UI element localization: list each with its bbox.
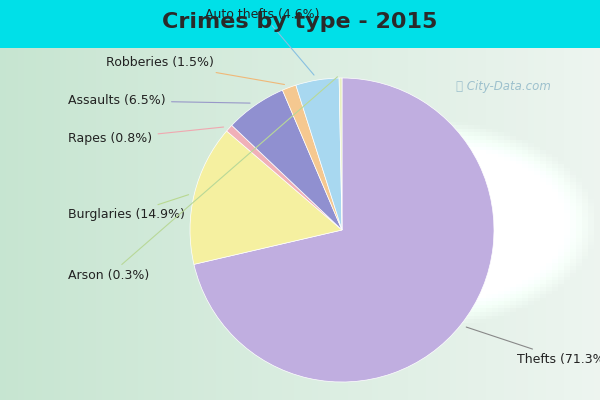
Text: Assaults (6.5%): Assaults (6.5%) [68, 94, 250, 107]
Wedge shape [190, 131, 342, 264]
Text: Crimes by type - 2015: Crimes by type - 2015 [163, 12, 437, 32]
Text: Robberies (1.5%): Robberies (1.5%) [106, 56, 284, 84]
Wedge shape [232, 90, 342, 230]
Wedge shape [227, 125, 342, 230]
Wedge shape [194, 78, 494, 382]
Wedge shape [283, 85, 342, 230]
Text: Rapes (0.8%): Rapes (0.8%) [68, 127, 224, 145]
Text: Auto thefts (4.6%): Auto thefts (4.6%) [205, 8, 320, 75]
Wedge shape [339, 78, 342, 230]
Text: Burglaries (14.9%): Burglaries (14.9%) [68, 195, 188, 221]
Text: ⓘ City-Data.com: ⓘ City-Data.com [456, 80, 551, 93]
Wedge shape [296, 78, 342, 230]
Text: Arson (0.3%): Arson (0.3%) [68, 77, 337, 282]
Text: Thefts (71.3%): Thefts (71.3%) [466, 327, 600, 366]
